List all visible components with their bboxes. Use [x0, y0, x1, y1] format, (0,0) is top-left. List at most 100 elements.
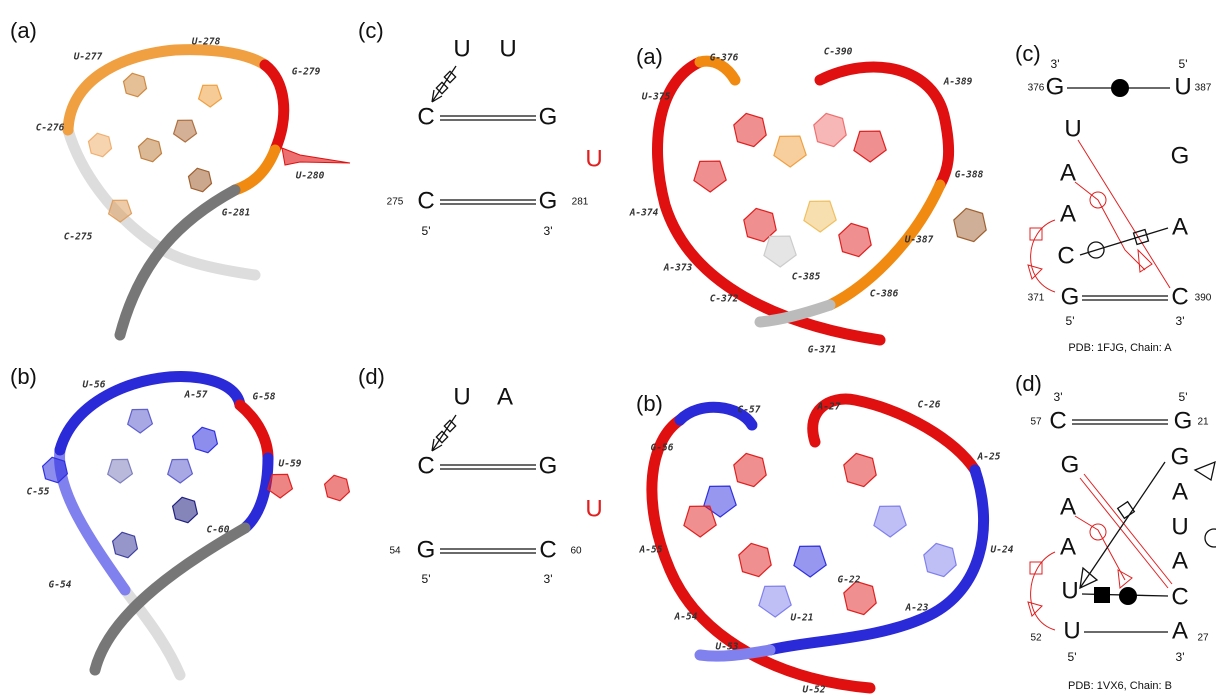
residue-label: A-373 [663, 263, 693, 274]
red-line [1078, 140, 1170, 288]
residue-label: A-55 [639, 545, 663, 556]
residue-label: A-23 [905, 603, 929, 614]
residue-number: 371 [1028, 293, 1045, 304]
backbone [245, 458, 268, 528]
base-letter: C [417, 452, 434, 479]
base-letter: A [1172, 478, 1188, 505]
residue-label: G-22 [838, 575, 861, 586]
residue-number: 376 [1028, 83, 1045, 94]
base-ring [759, 586, 791, 617]
base-ring [844, 453, 876, 486]
base-letter: A [497, 383, 513, 410]
base-ring [734, 453, 766, 486]
base-ring [694, 161, 726, 192]
residue-number: 275 [387, 197, 404, 208]
pair-circle [1119, 587, 1137, 605]
panel-label: (c) [358, 18, 384, 43]
residue-label: G-279 [292, 67, 321, 78]
residue-label: U-24 [991, 545, 1014, 556]
base-ring [189, 168, 212, 191]
base-letter: A [1172, 547, 1188, 574]
base-letter: U [453, 383, 470, 410]
base-letter: G [539, 103, 558, 130]
base-letter: C [417, 187, 434, 214]
base-letter: U [1061, 577, 1078, 604]
base-letter: G [539, 187, 558, 214]
backbone [240, 405, 268, 458]
base-letter: U [585, 145, 602, 172]
residue-label: U-278 [192, 37, 221, 48]
base-letter: G [1174, 407, 1193, 434]
base-ring [168, 459, 193, 483]
residue-label: A-54 [674, 612, 698, 623]
residue-label: G-58 [253, 392, 276, 403]
strand-end: 3' [1054, 390, 1063, 404]
panel-label: (c) [1015, 41, 1041, 66]
residue-label: U-56 [83, 380, 106, 391]
base-ring [804, 201, 836, 232]
base-ring [173, 497, 198, 522]
residue-label: C-390 [824, 47, 853, 58]
base-ring [839, 223, 871, 256]
base-ring [844, 581, 876, 614]
base-ring [325, 475, 350, 500]
base-ring [954, 208, 986, 241]
base-letter: G [1046, 73, 1065, 100]
residue-label: C-372 [710, 294, 739, 305]
residue-label: G-281 [222, 208, 251, 219]
residue-number: 54 [389, 546, 401, 557]
base-ring [739, 543, 771, 576]
residue-label: A-389 [943, 77, 973, 88]
pair-symbol [1111, 79, 1129, 97]
strand-end: 5' [1179, 390, 1188, 404]
base-ring [764, 236, 796, 267]
red-triangle [1138, 250, 1152, 272]
red-line [1080, 478, 1168, 588]
residue-label: U-21 [791, 613, 814, 624]
residue-number: 281 [572, 197, 589, 208]
backbone [235, 150, 275, 190]
panel-label: (a) [10, 18, 37, 43]
residue-label: G-371 [808, 345, 837, 356]
backbone [700, 61, 735, 80]
base-letter: A [1172, 213, 1188, 240]
strand-end: 3' [544, 224, 553, 238]
pair-square [1094, 587, 1110, 603]
residue-label: U-387 [905, 235, 934, 246]
base-letter: G [1171, 443, 1190, 470]
base-ring [113, 532, 138, 557]
base-letter: G [1061, 451, 1080, 478]
base-letter: U [585, 495, 602, 522]
residue-label: C-26 [918, 400, 941, 411]
panel-label: (b) [10, 364, 37, 389]
residue-label: A-25 [977, 452, 1001, 463]
residue-number: 57 [1030, 417, 1042, 428]
strand-end: 5' [1066, 314, 1075, 328]
red-circle [1090, 524, 1106, 540]
strand-end: 5' [422, 572, 431, 586]
base-ring [774, 136, 806, 167]
base-ring [734, 113, 766, 146]
residue-number: 60 [570, 546, 582, 557]
base-letter: U [1171, 513, 1188, 540]
red-line [1075, 182, 1145, 270]
residue-label: A-27 [817, 402, 841, 413]
pair-line [1080, 228, 1168, 255]
residue-number: 27 [1197, 633, 1209, 644]
residue-label: U-59 [279, 459, 302, 470]
strand-end: 5' [1179, 57, 1188, 71]
base-letter: U [499, 35, 516, 62]
base-letter: A [1060, 200, 1076, 227]
residue-label: C-276 [36, 123, 65, 134]
base-ring [874, 506, 906, 537]
residue-number: 21 [1197, 417, 1209, 428]
decorations [43, 50, 1216, 688]
red-arc [1031, 220, 1055, 292]
panel-label: (a) [636, 44, 663, 69]
base-ring [684, 506, 716, 537]
residue-label: C-386 [870, 289, 899, 300]
strand-end: 3' [1176, 314, 1185, 328]
base-ring [854, 131, 886, 162]
base-letter: U [1174, 73, 1191, 100]
caption: PDB: 1FJG, Chain: A [1068, 342, 1172, 354]
